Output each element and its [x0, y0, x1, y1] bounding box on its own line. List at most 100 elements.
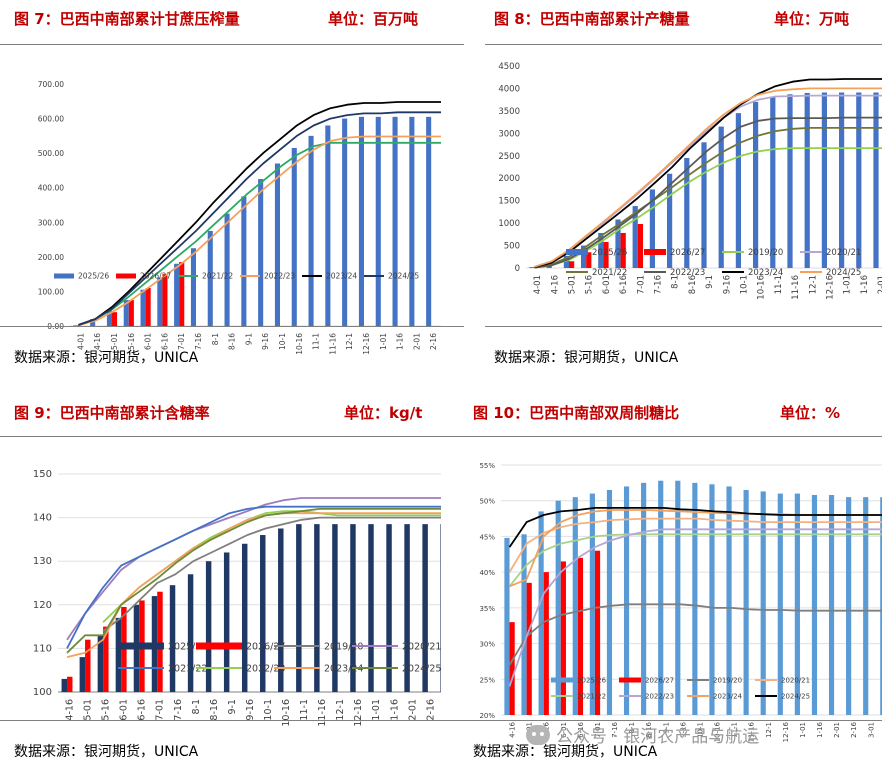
x-tick-label: 6-16 [619, 275, 629, 294]
bar-2025-26 [260, 535, 266, 692]
chart-unit: 单位：百万吨 [328, 10, 419, 28]
y-tick-label: 20% [479, 712, 495, 720]
y-tick-label: 200.00 [38, 253, 64, 262]
bar-2025-26 [692, 482, 698, 715]
x-tick-label: 9-1 [227, 699, 238, 715]
bar-2025-26 [157, 277, 163, 326]
x-tick-label: 2-01 [412, 333, 421, 350]
bar-2026-27 [603, 241, 609, 268]
bar-2025-26 [241, 543, 248, 692]
chart-title: 图 10：巴西中南部双周制糖比 [473, 404, 680, 422]
bar-2025-26 [563, 255, 569, 268]
legend-label: 2024/25 [781, 692, 810, 700]
x-tick-label: 7-01 [177, 333, 186, 350]
bar-2025-26 [538, 511, 544, 715]
y-tick-label: 100.00 [38, 287, 64, 296]
y-tick-label: 3500 [498, 107, 520, 117]
bar-2026-27 [179, 262, 185, 326]
legend-swatch [116, 273, 136, 279]
x-tick-label: 2-16 [429, 333, 438, 350]
bar-2025-26 [572, 497, 578, 715]
bar-2025-26 [332, 524, 338, 692]
bar-2026-27 [569, 261, 575, 268]
legend-swatch [54, 273, 74, 279]
bar-2026-27 [145, 287, 151, 326]
bar-2026-27 [67, 676, 73, 692]
chart-unit: 单位：% [780, 404, 841, 422]
x-tick-label: 2-16 [425, 699, 436, 721]
bar-2025-26 [174, 263, 180, 326]
panel-cane-crush: 图 7：巴西中南部累计甘蔗压榨量 单位：百万吨 0.00100.00200.00… [0, 0, 464, 384]
legend-label: 2024/25 [826, 268, 861, 278]
x-tick-label: 10-1 [740, 275, 750, 294]
x-tick-label: 2-16 [850, 721, 858, 737]
x-tick-label: 9-1 [705, 275, 715, 289]
legend-label: 2026/27 [645, 676, 674, 684]
line-2019-20 [534, 147, 882, 269]
y-tick-label: 110 [33, 643, 52, 654]
x-tick-label: 10-16 [281, 699, 292, 727]
x-tick-label: 8-1 [671, 275, 681, 289]
legend-label: 2021/22 [592, 268, 627, 278]
bar-2025-26 [828, 495, 835, 715]
cane-crush-chart: 0.00100.00200.00300.00400.00500.00600.00… [38, 80, 441, 355]
x-tick-label: 11-16 [328, 333, 337, 355]
x-tick-label: 1-16 [860, 275, 870, 294]
chart-unit: 单位：kg/t [344, 404, 423, 422]
legend-label: 2022/23 [645, 692, 674, 700]
legend-label: 2025/26 [592, 248, 627, 258]
bar-2025-26 [589, 493, 595, 715]
bar-2026-27 [85, 639, 91, 692]
x-tick-label: 1-01 [371, 699, 382, 721]
bar-2025-26 [675, 480, 681, 715]
legend-label: 2021/22 [168, 663, 207, 674]
bar-2025-26 [368, 524, 374, 692]
x-tick-label: 5-01 [110, 333, 119, 350]
legend-label: 2020/21 [402, 641, 441, 652]
x-tick-label: 8-16 [688, 275, 698, 294]
x-tick-label: 4-16 [93, 333, 102, 350]
bar-2025-26 [521, 534, 527, 715]
y-tick-label: 700.00 [38, 80, 64, 89]
x-tick-label: 8-1 [211, 333, 220, 345]
x-tick-label: 12-16 [826, 275, 836, 300]
y-tick-label: 4000 [498, 84, 520, 94]
x-tick-label: 7-01 [155, 699, 166, 721]
bar-2026-27 [577, 557, 584, 715]
bar-2025-26 [873, 92, 879, 269]
bar-2025-26 [224, 213, 230, 326]
bar-2025-26 [580, 245, 587, 268]
x-tick-label: 12-1 [335, 699, 346, 721]
bar-2025-26 [187, 574, 194, 692]
y-tick-label: 50% [479, 498, 495, 506]
bar-2025-26 [241, 196, 247, 326]
x-tick-label: 6-16 [160, 333, 169, 350]
watermark: 公众号 · 银河农产品与航运 [526, 722, 759, 747]
bar-2025-26 [426, 116, 432, 326]
bar-2026-27 [560, 561, 566, 715]
legend-label: 2025/26 [168, 641, 207, 652]
y-tick-label: 600.00 [38, 115, 64, 124]
y-tick-label: 25% [479, 676, 495, 684]
y-tick-label: 100 [33, 687, 52, 698]
sugar-content-chart: 100 110 120 130 140 150 4-16 5-01 5-16 6-01 6-16 7-… [33, 469, 441, 727]
x-tick-label: 9-1 [662, 722, 670, 733]
legend-label: 2020/21 [781, 676, 810, 684]
divider [464, 720, 882, 721]
x-tick-label: 4-01 [76, 333, 85, 350]
bar-2025-26 [529, 267, 535, 268]
divider [0, 436, 464, 437]
bar-2025-26 [760, 491, 766, 715]
source-note: 数据来源：银河期货，UNICA [14, 744, 199, 760]
legend-label: 2021/22 [202, 272, 233, 281]
line-2022-23 [534, 116, 882, 269]
bar-2025-26 [726, 486, 732, 715]
y-tick-label: 3000 [498, 129, 520, 139]
line-2020-21 [508, 517, 882, 573]
x-tick-label: 12-16 [782, 721, 790, 742]
bar-2025-26 [325, 125, 331, 326]
x-tick-label: 5-01 [83, 699, 94, 721]
x-tick-label: 7-16 [194, 333, 203, 350]
x-tick-label: 11-1 [299, 699, 310, 721]
y-tick-label: 4500 [498, 62, 520, 72]
